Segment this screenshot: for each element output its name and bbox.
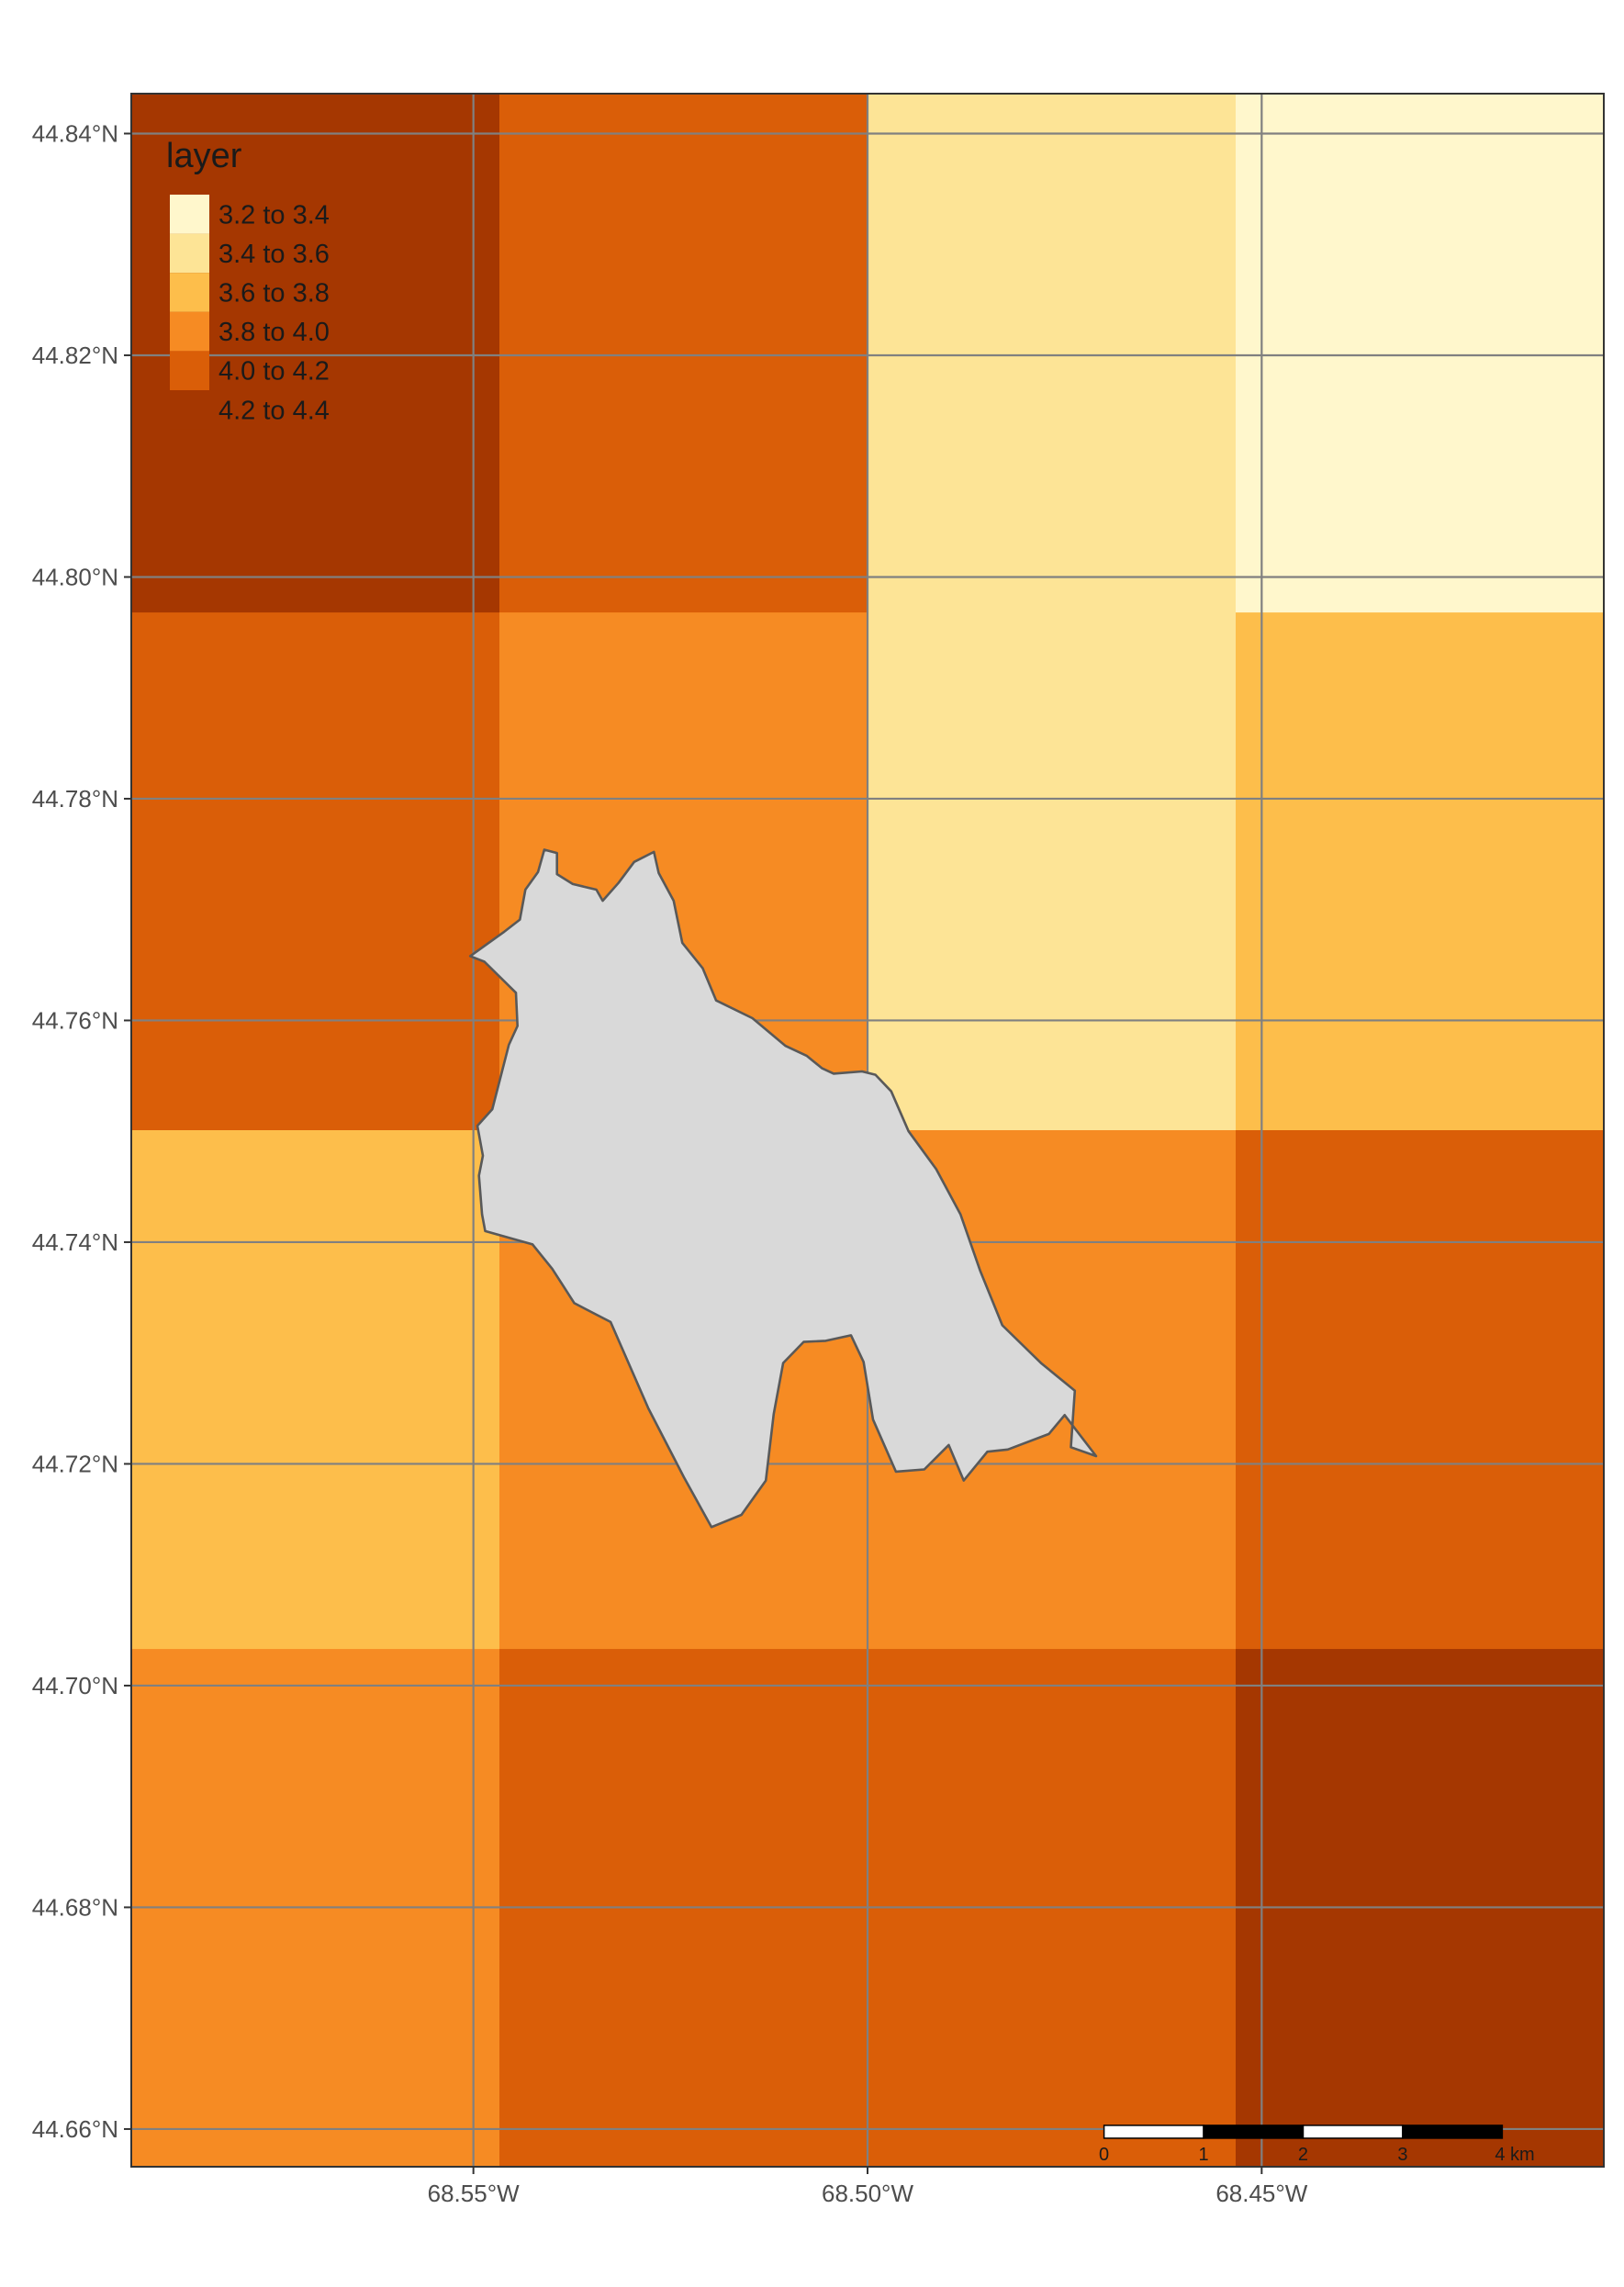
lat-tick-label: 44.70°N [32,1672,118,1699]
legend-label: 4.0 to 4.2 [218,357,330,387]
lat-tick-label: 44.80°N [32,563,118,590]
raster-cell [868,94,1237,613]
raster-cell [1236,612,1605,1131]
raster-cell [868,612,1237,1131]
lat-tick-label: 44.82°N [32,342,118,369]
legend-title: layer [166,137,242,175]
legend-label: 3.4 to 3.6 [218,240,330,269]
legend-label: 4.2 to 4.4 [218,396,330,425]
legend: layer 3.2 to 3.4 3.4 to 3.6 3.6 to 3.8 3.8 … [166,137,330,430]
scale-bar-label: 1 [1198,2145,1208,2165]
legend-swatch [170,195,209,234]
scale-bar: 0 1 2 3 4 km [1099,2124,1535,2165]
legend-swatch [170,351,209,390]
lat-tick-label: 44.78°N [32,785,118,813]
legend-swatch [170,390,209,430]
lon-tick-label: 68.55°W [428,2180,520,2207]
scale-bar-label: 4 km [1495,2145,1534,2165]
legend-label: 3.6 to 3.8 [218,279,330,308]
lat-tick-label: 44.68°N [32,1893,118,1921]
legend-swatch [170,233,209,274]
lat-tick-label: 44.72°N [32,1450,118,1477]
legend-swatch [170,311,209,352]
legend-label: 3.8 to 4.0 [218,318,330,347]
scale-bar-segment [1402,2124,1504,2139]
raster-layer [131,94,1605,2168]
longitude-axis: 68.55°W 68.50°W 68.45°W [428,2167,1308,2207]
legend-label: 3.2 to 3.4 [218,200,330,230]
raster-cell [1236,1130,1605,1650]
legend-swatch [170,273,209,312]
lon-tick-label: 68.45°W [1215,2180,1307,2207]
scale-bar-label: 0 [1099,2145,1109,2165]
lon-tick-label: 68.50°W [822,2180,913,2207]
study-area-polygon [468,848,1098,1529]
lat-tick-label: 44.84°N [32,119,118,147]
lat-tick-label: 44.74°N [32,1228,118,1256]
lat-tick-label: 44.76°N [32,1006,118,1034]
raster-cell [131,1130,500,1650]
scale-bar-label: 3 [1397,2145,1407,2165]
scale-bar-label: 2 [1298,2145,1308,2165]
scale-bar-segment [1203,2124,1305,2139]
raster-cell [1236,94,1605,613]
scale-bar-segment [1103,2124,1204,2139]
raster-cell [131,612,500,1131]
raster-cell [499,94,868,613]
latitude-axis: 44.84°N 44.82°N 44.80°N 44.78°N 44.76°N 44.74… [32,119,131,2143]
legend-items: 3.2 to 3.4 3.4 to 3.6 3.6 to 3.8 3.8 to 4.0… [170,195,330,430]
lat-tick-label: 44.66°N [32,2115,118,2143]
scale-bar-segment [1302,2124,1404,2139]
